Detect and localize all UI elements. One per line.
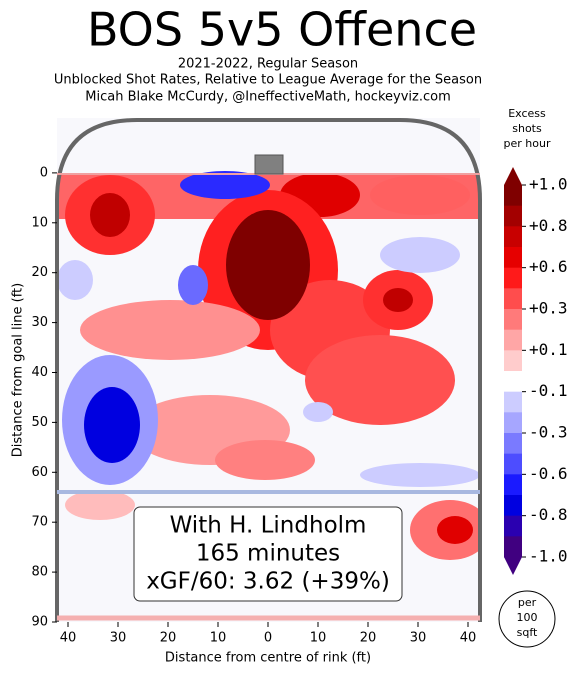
colorbar-band [504,536,522,558]
colorbar-band [504,309,522,331]
colorbar-band [504,495,522,517]
colorbar-tick-label: +1.0 [529,175,568,194]
colorbar-band [504,474,522,496]
x-tick-label: 30 [110,631,127,646]
subtitle: Unblocked Shot Rates, Relative to League… [54,73,482,88]
x-tick-label: 40 [460,631,477,646]
y-tick-label: 70 [31,515,48,530]
y-tick-label: 10 [31,215,48,230]
subtitle: Micah Blake McCurdy, @IneffectiveMath, h… [85,90,451,105]
x-axis-label: Distance from centre of rink (ft) [165,651,371,666]
colorbar-cap [504,557,522,575]
unit-badge-text: 100 [517,611,538,624]
colorbar-band [504,267,522,289]
colorbar-tick-label: +0.6 [529,257,568,276]
y-tick-label: 90 [31,615,48,630]
x-tick-label: 10 [210,631,227,646]
y-tick-label: 60 [31,465,48,480]
colorbar-title: Excess [508,107,546,120]
y-tick-label: 30 [31,315,48,330]
colorbar-title: shots [512,122,542,135]
colorbar-tick-label: -0.8 [529,505,568,524]
colorbar-tick-label: +0.3 [529,299,568,318]
colorbar-band [504,247,522,269]
annotation: With H. Lindholm [170,513,367,539]
subtitle: 2021-2022, Regular Season [178,57,358,72]
unit-badge [498,590,556,648]
x-tick-label: 0 [264,631,272,646]
annotation-box [133,506,403,602]
colorbar-band [504,453,522,475]
rink-boards [55,118,482,622]
unit-badge-text: sqft [517,626,538,639]
colorbar-band [504,350,522,372]
y-tick-label: 20 [31,265,48,280]
colorbar-tick-label: -0.1 [529,381,568,400]
y-tick-label: 40 [31,365,48,380]
colorbar-band [504,412,522,434]
x-tick-label: 10 [310,631,327,646]
unit-badge-text: per [518,596,537,609]
x-tick-label: 40 [60,631,77,646]
colorbar-tick-label: +0.8 [529,216,568,235]
goal-net [254,154,284,175]
annotation: 165 minutes [196,541,340,567]
chart-title: BOS 5v5 Offence [87,3,477,57]
colorbar-band [504,433,522,455]
x-tick-label: 20 [160,631,177,646]
colorbar-tick-label: +0.1 [529,340,568,359]
y-tick-label: 50 [31,415,48,430]
y-axis-label: Distance from goal line (ft) [11,283,26,457]
colorbar-tick-label: -1.0 [529,547,568,566]
heatmap [57,171,480,560]
x-tick-label: 20 [360,631,377,646]
y-tick-label: 0 [40,165,48,180]
y-tick-label: 80 [31,565,48,580]
colorbar-band [504,185,522,207]
colorbar-band [504,329,522,351]
colorbar-band [504,515,522,537]
colorbar-band [504,371,522,393]
colorbar-tick-label: -0.3 [529,423,568,442]
colorbar-tick-label: -0.6 [529,464,568,483]
colorbar-cap [504,167,522,185]
annotation: xGF/60: 3.62 (+39%) [146,569,390,595]
colorbar-band [504,288,522,310]
colorbar-band [504,205,522,227]
x-tick-label: 30 [410,631,427,646]
colorbar-title: per hour [504,137,551,150]
colorbar-band [504,391,522,413]
colorbar-band [504,226,522,248]
